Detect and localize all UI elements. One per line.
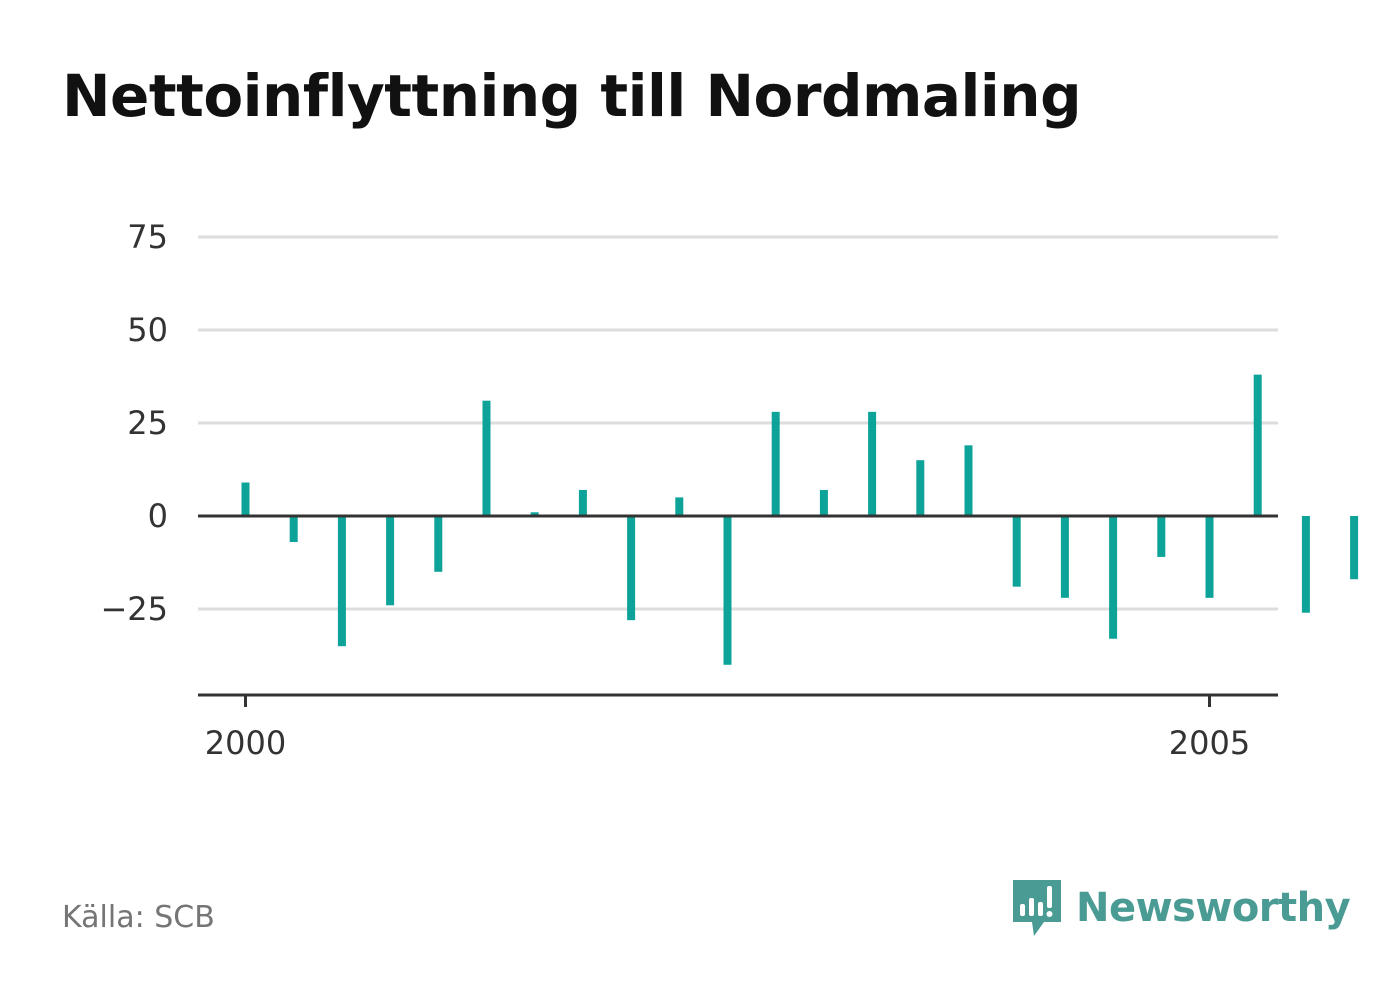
bar [482, 400, 491, 516]
x-tick-label: 2005 [1169, 724, 1250, 762]
bar [1205, 516, 1214, 598]
bar [771, 411, 780, 516]
bar [627, 516, 636, 621]
bar [868, 411, 877, 516]
bar [723, 516, 732, 665]
bar [386, 516, 395, 606]
bar [819, 489, 828, 516]
bar [1253, 374, 1262, 516]
bar [289, 516, 298, 543]
bar [964, 445, 973, 516]
y-tick-label: −25 [100, 590, 168, 628]
brand-logo[interactable]: Newsworthy [1010, 878, 1351, 938]
bar [916, 460, 925, 516]
bar [1157, 516, 1166, 557]
y-tick-label: 50 [127, 311, 168, 349]
bar [1060, 516, 1069, 598]
bar [434, 516, 443, 572]
x-tick-labels: 200020052010201520202025 [205, 724, 1250, 762]
chart-title: Nettoinflyttning till Nordmaling [62, 62, 1082, 130]
gridlines [198, 235, 1278, 611]
y-tick-label: 75 [127, 218, 168, 256]
axes [198, 514, 1278, 707]
bar [675, 497, 684, 516]
bars [241, 374, 1359, 665]
bar [530, 512, 539, 516]
x-tick-label: 2000 [205, 724, 286, 762]
y-tick-label: 25 [127, 404, 168, 442]
bar [1012, 516, 1021, 587]
bar [578, 489, 587, 516]
brand-name: Newsworthy [1076, 885, 1351, 931]
bar [1350, 516, 1359, 580]
newsworthy-logo-icon [1013, 880, 1061, 936]
bar [1109, 516, 1118, 639]
y-tick-label: 0 [148, 497, 168, 535]
y-tick-labels: 75 50 25 0 −25 [100, 218, 168, 628]
source-label: Källa: SCB [62, 900, 215, 935]
bar [337, 516, 346, 647]
bar [241, 482, 250, 516]
bar [1301, 516, 1310, 613]
